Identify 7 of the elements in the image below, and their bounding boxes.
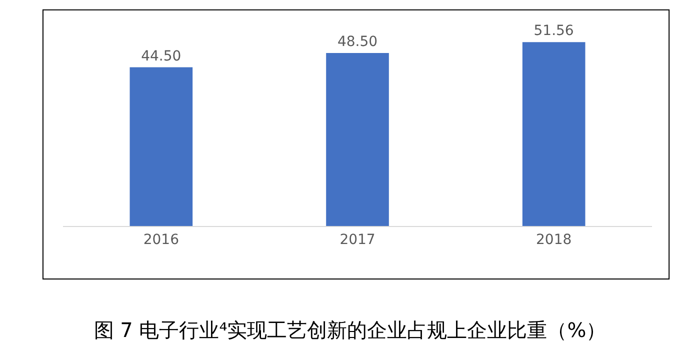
x-tick-label: 2016	[143, 232, 180, 248]
data-label: 48.50	[337, 34, 378, 50]
text: 图 7 电子行业⁴实现工艺创新的企业占规上企业比重（%）	[94, 318, 606, 342]
x-tick-label: 2018	[536, 232, 572, 248]
data-label: 44.50	[141, 48, 182, 64]
data-label: 51.56	[534, 23, 574, 40]
x-tick-label: 2017	[340, 232, 376, 248]
